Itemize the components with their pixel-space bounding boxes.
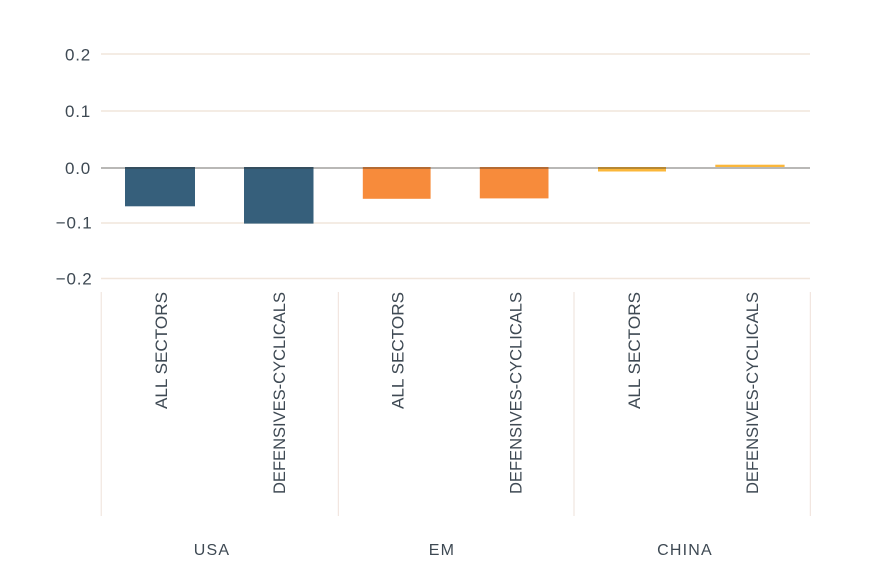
- svg-text:EM: EM: [429, 542, 455, 559]
- svg-text:USA: USA: [194, 542, 231, 559]
- svg-text:CHINA: CHINA: [657, 542, 713, 559]
- svg-text:0.2: 0.2: [65, 46, 91, 65]
- svg-text:ALL SECTORS: ALL SECTORS: [388, 292, 407, 409]
- svg-text:0.0: 0.0: [65, 159, 91, 178]
- svg-text:DEFENSIVES-CYCLICALS: DEFENSIVES-CYCLICALS: [270, 292, 289, 494]
- svg-text:−0.2: −0.2: [56, 270, 93, 289]
- svg-text:DEFENSIVES-CYCLICALS: DEFENSIVES-CYCLICALS: [507, 292, 526, 494]
- svg-text:0.1: 0.1: [65, 102, 91, 121]
- svg-text:ALL SECTORS: ALL SECTORS: [152, 292, 171, 409]
- svg-text:ALL SECTORS: ALL SECTORS: [625, 292, 644, 409]
- svg-text:DEFENSIVES-CYCLICALS: DEFENSIVES-CYCLICALS: [743, 292, 762, 494]
- svg-text:−0.1: −0.1: [56, 214, 93, 233]
